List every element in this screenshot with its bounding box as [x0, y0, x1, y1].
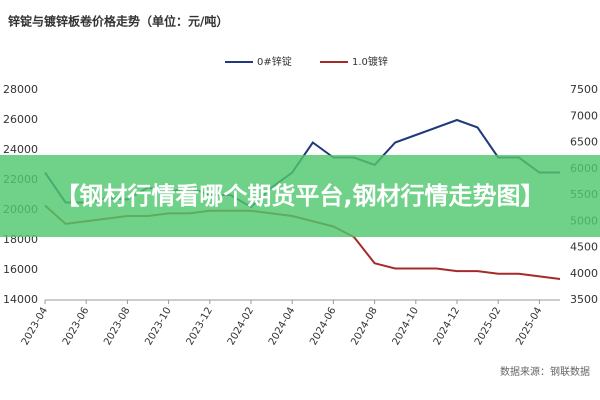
x-tick-label: 2023-10 [143, 306, 173, 348]
legend-label: 1.0镀锌 [352, 55, 388, 68]
banner: 【钢材行情看哪个期货平台,钢材行情走势图】 [0, 155, 600, 237]
x-tick-label: 2023-06 [61, 306, 91, 348]
y-tick-label: 16000 [3, 263, 38, 276]
y-tick-label: 26000 [3, 113, 38, 126]
legend-label: 0#锌锭 [257, 55, 292, 68]
y2-tick-label: 3500 [570, 293, 598, 306]
x-tick-label: 2023-08 [102, 306, 132, 348]
y-tick-label: 14000 [3, 293, 38, 306]
x-tick-label: 2024-04 [267, 306, 297, 348]
y2-tick-label: 4500 [570, 241, 598, 254]
x-tick-label: 2024-08 [349, 306, 379, 348]
chart-title: 锌锭与镀锌板卷价格走势（单位：元/吨） [8, 14, 228, 29]
y-tick-label: 28000 [3, 83, 38, 96]
x-tick-label: 2025-04 [514, 306, 544, 348]
y2-tick-label: 6500 [570, 136, 598, 149]
y2-tick-label: 4000 [570, 267, 598, 280]
y2-tick-label: 7000 [570, 109, 598, 122]
y2-tick-label: 7500 [570, 83, 598, 96]
x-tick-label: 2023-12 [185, 306, 215, 348]
banner-text: 【钢材行情看哪个期货平台,钢材行情走势图】 [55, 182, 545, 210]
x-tick-label: 2024-02 [226, 306, 256, 348]
x-tick-label: 2024-06 [308, 306, 338, 348]
x-tick-label: 2024-12 [432, 306, 462, 348]
y-tick-label: 24000 [3, 143, 38, 156]
x-tick-label: 2024-10 [391, 306, 421, 348]
x-tick-label: 2025-02 [473, 306, 503, 348]
source-note: 数据来源：钢联数据 [500, 365, 590, 378]
x-tick-label: 2023-04 [20, 306, 50, 348]
